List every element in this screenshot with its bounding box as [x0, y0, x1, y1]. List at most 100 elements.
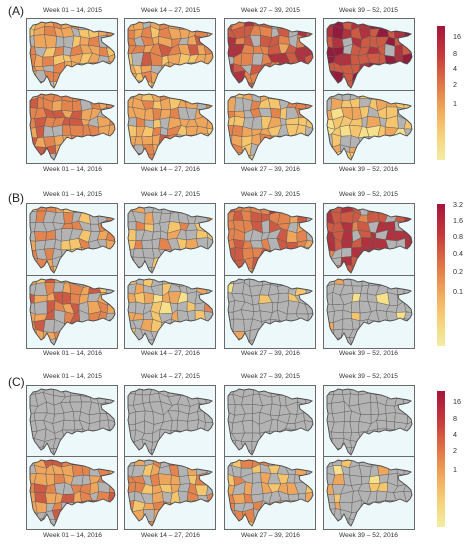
country-outline: [127, 21, 214, 89]
province-region: [170, 419, 178, 431]
province-region: [204, 339, 213, 345]
province-region: [204, 293, 213, 303]
province-region: [128, 29, 135, 40]
province-region: [366, 337, 380, 345]
province-region: [393, 460, 407, 466]
legend-tick: 0.2: [453, 267, 463, 276]
province-region: [402, 330, 412, 342]
province-region: [144, 108, 154, 121]
province-region: [60, 239, 71, 251]
legend-tick: 3.2: [453, 200, 463, 209]
province-region: [106, 94, 115, 100]
country-outline: [227, 206, 314, 274]
province-region: [160, 340, 173, 345]
province-region: [228, 279, 234, 284]
province-region: [51, 124, 64, 137]
country-outline: [326, 278, 413, 346]
province-region: [98, 22, 109, 28]
province-region: [185, 207, 200, 213]
province-region: [98, 134, 109, 148]
province-region: [71, 464, 84, 477]
province-region: [194, 62, 206, 75]
province-region: [276, 257, 289, 267]
period-label: Week 39 – 52, 2016: [339, 166, 398, 173]
province-region: [30, 70, 37, 82]
province-region: [303, 145, 313, 155]
legend-tick: 1: [453, 99, 457, 108]
province-region: [296, 439, 309, 450]
province-region: [96, 338, 108, 345]
period-label: Week 39 – 52, 2016: [339, 350, 398, 357]
province-region: [181, 70, 189, 84]
province-region: [386, 152, 396, 160]
province-region: [268, 147, 280, 157]
province-region: [89, 518, 101, 526]
province-region: [286, 94, 299, 102]
province-region: [158, 518, 171, 526]
province-region: [195, 389, 206, 397]
province-region: [132, 520, 146, 526]
province-region: [195, 94, 208, 102]
map-panel: [323, 90, 415, 164]
province-region: [406, 258, 412, 269]
province-region: [307, 321, 313, 333]
province-regions: [327, 94, 412, 160]
province-region: [251, 432, 262, 442]
province-region: [152, 144, 163, 155]
province-region: [387, 517, 396, 526]
province-region: [97, 319, 107, 333]
province-region: [158, 439, 172, 450]
province-region: [370, 255, 381, 269]
province-regions: [30, 94, 115, 160]
province-region: [233, 70, 246, 82]
province-region: [341, 247, 352, 258]
province-region: [359, 255, 372, 269]
province-regions: [30, 279, 115, 345]
province-region: [97, 327, 107, 340]
province-region: [88, 143, 102, 156]
period-label: Week 01 – 14, 2015: [43, 7, 102, 14]
country-outline: [29, 93, 116, 161]
province-region: [385, 72, 399, 83]
province-region: [51, 99, 63, 112]
province-region: [327, 152, 334, 160]
province-region: [394, 500, 407, 511]
province-region: [305, 481, 313, 494]
province-region: [357, 336, 371, 345]
map-panel: [224, 90, 316, 164]
province-region: [96, 460, 107, 469]
province-region: [30, 338, 39, 345]
legend-tick: 4: [453, 64, 457, 73]
province-region: [393, 134, 407, 148]
province-region: [69, 257, 84, 269]
province-region: [331, 431, 345, 440]
province-region: [185, 143, 199, 157]
province-region: [71, 508, 81, 522]
province-region: [97, 61, 110, 75]
province-region: [249, 143, 262, 157]
map-svg: [326, 206, 413, 274]
province-region: [99, 429, 110, 443]
province-region: [228, 63, 234, 75]
province-region: [387, 292, 399, 306]
country-outline: [227, 278, 314, 346]
province-region: [203, 151, 213, 160]
province-region: [296, 340, 306, 345]
province-regions: [228, 94, 313, 160]
province-region: [262, 327, 272, 340]
province-region: [44, 34, 57, 49]
map-svg: [326, 93, 413, 161]
province-region: [384, 43, 396, 57]
province-region: [402, 440, 412, 451]
province-region: [187, 62, 196, 75]
province-region: [368, 475, 381, 484]
province-region: [359, 520, 371, 526]
province-region: [132, 248, 145, 258]
province-region: [158, 473, 172, 486]
province-region: [367, 439, 379, 452]
province-region: [185, 229, 198, 241]
province-region: [303, 442, 313, 451]
province-region: [62, 73, 73, 85]
province-region: [287, 438, 299, 449]
province-regions: [327, 22, 412, 88]
